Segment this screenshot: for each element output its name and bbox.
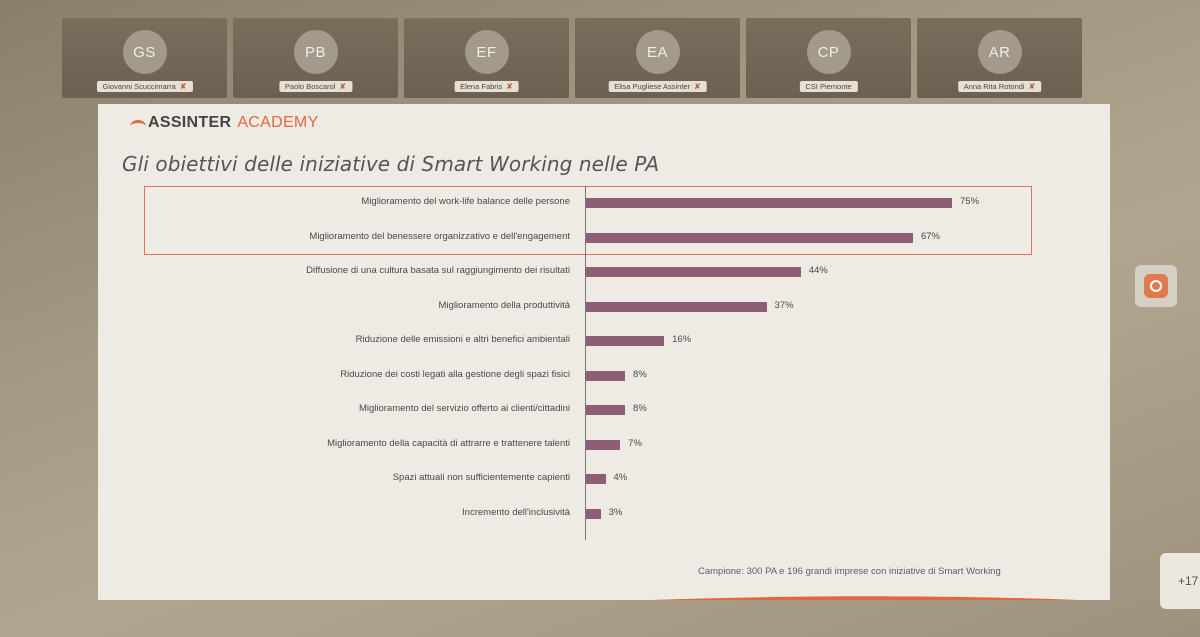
value-label: 7% — [628, 437, 642, 449]
participant-name: Anna Rita Rotondi ✘ — [957, 81, 1042, 92]
bar — [586, 508, 601, 519]
category-label: Miglioramento del benessere organizzativ… — [309, 230, 570, 242]
bar — [586, 336, 665, 346]
participant-name: Giovanni Scuccimarra ✘ — [96, 81, 193, 92]
bar — [586, 267, 801, 277]
logo-suffix-text: ACADEMY — [237, 114, 319, 131]
participant-tile[interactable]: PB Paolo Boscarol ✘ — [233, 18, 398, 98]
category-label: Riduzione delle emissioni e altri benefi… — [355, 334, 570, 345]
value-label: 75% — [960, 196, 980, 207]
recording-indicator[interactable] — [1135, 265, 1177, 307]
category-label: Diffusione di una cultura basata sul rag… — [306, 265, 570, 276]
bar — [586, 439, 621, 450]
bar — [586, 370, 626, 381]
participant-tile[interactable]: GS Giovanni Scuccimarra ✘ — [62, 18, 227, 98]
category-label: Miglioramento della capacità di attrarre… — [327, 437, 570, 449]
participant-name-text: CSI Piemonte — [805, 82, 852, 91]
participant-name-text: Anna Rita Rotondi — [963, 82, 1025, 91]
participant-name: CSI Piemonte — [799, 81, 858, 92]
chart-row: Miglioramento della capacità di attrarre… — [98, 435, 1110, 455]
participant-tile[interactable]: EA Elisa Pugliese Assinter ✘ — [575, 18, 740, 98]
more-participants-button[interactable]: +17 — [1160, 553, 1200, 609]
avatar: EA — [635, 30, 680, 74]
bar — [586, 232, 913, 243]
participant-name: Paolo Boscarol ✘ — [278, 81, 353, 92]
participant-tile[interactable]: EF Elena Fabris ✘ — [404, 18, 569, 98]
bar — [586, 405, 626, 415]
chart-row: Miglioramento del servizio offerto ai cl… — [98, 400, 1110, 420]
page-number: 9 — [786, 584, 793, 596]
chart-axis — [585, 186, 586, 540]
participant-name-text: Elena Fabris — [460, 82, 503, 91]
value-label: 37% — [774, 299, 794, 311]
participant-name: Elena Fabris ✘ — [454, 81, 519, 92]
value-label: 67% — [920, 230, 940, 242]
chart-row: Diffusione di una cultura basata sul rag… — [98, 262, 1110, 282]
category-label: Incremento dell'inclusività — [462, 506, 570, 518]
presentation-slide: ASSINTER ACADEMY Gli obiettivi delle ini… — [98, 104, 1110, 600]
category-label: Spazi attuali non sufficientemente capie… — [392, 472, 570, 483]
sample-footnote: Campione: 300 PA e 196 grandi imprese co… — [698, 566, 1001, 577]
category-label: Miglioramento della produttività — [438, 299, 570, 311]
footer-swoosh-graphic — [650, 596, 1080, 600]
value-label: 3% — [608, 506, 623, 518]
mic-off-icon: ✘ — [339, 82, 347, 91]
bar-chart: Miglioramento del work-life balance dell… — [98, 186, 1110, 536]
avatar: AR — [977, 30, 1022, 74]
category-label: Miglioramento del work-life balance dell… — [361, 196, 570, 207]
chart-row: Miglioramento del work-life balance dell… — [98, 193, 1110, 213]
chart-row: Riduzione delle emissioni e altri benefi… — [98, 331, 1110, 351]
category-label: Riduzione dei costi legati alla gestione… — [340, 368, 570, 380]
mic-off-icon: ✘ — [694, 82, 701, 91]
chart-row: Miglioramento della produttività 37% — [98, 297, 1110, 317]
participant-name-text: Giovanni Scuccimarra — [102, 82, 176, 91]
mic-off-icon: ✘ — [1028, 82, 1036, 91]
participant-name-text: Elisa Pugliese Assinter — [614, 82, 691, 91]
category-label: Miglioramento del servizio offerto ai cl… — [358, 403, 570, 414]
logo-swoosh-icon — [130, 119, 146, 133]
value-label: 4% — [613, 472, 628, 483]
participant-strip: GS Giovanni Scuccimarra ✘ PB Paolo Boscarol ✘… — [62, 18, 1102, 100]
avatar: GS — [122, 30, 167, 74]
bar — [586, 198, 952, 208]
value-label: 8% — [633, 368, 647, 380]
logo-brand-text: ASSINTER — [148, 114, 232, 131]
bar — [586, 474, 606, 484]
participant-name: Elisa Pugliese Assinter ✘ — [608, 81, 707, 92]
avatar: PB — [293, 30, 338, 74]
bar — [586, 301, 767, 312]
participant-tile[interactable]: AR Anna Rita Rotondi ✘ — [917, 18, 1082, 98]
record-icon — [1144, 274, 1168, 298]
mic-off-icon: ✘ — [179, 82, 187, 91]
chart-row: Incremento dell'inclusività 3% — [98, 504, 1110, 524]
avatar: CP — [806, 30, 851, 74]
chart-row: Miglioramento del benessere organizzativ… — [98, 228, 1110, 248]
mic-off-icon: ✘ — [506, 82, 513, 91]
participant-name-text: Paolo Boscarol — [284, 82, 336, 91]
highlight-box — [144, 186, 1032, 255]
participant-tile[interactable]: CP CSI Piemonte — [746, 18, 911, 98]
value-label: 16% — [672, 334, 692, 345]
chart-row: Riduzione dei costi legati alla gestione… — [98, 366, 1110, 386]
assinter-academy-logo: ASSINTER ACADEMY — [130, 114, 319, 132]
chart-row: Spazi attuali non sufficientemente capie… — [98, 469, 1110, 489]
avatar: EF — [464, 30, 509, 74]
value-label: 8% — [633, 403, 647, 414]
slide-title: Gli obiettivi delle iniziative di Smart … — [122, 152, 660, 176]
value-label: 44% — [808, 265, 828, 276]
